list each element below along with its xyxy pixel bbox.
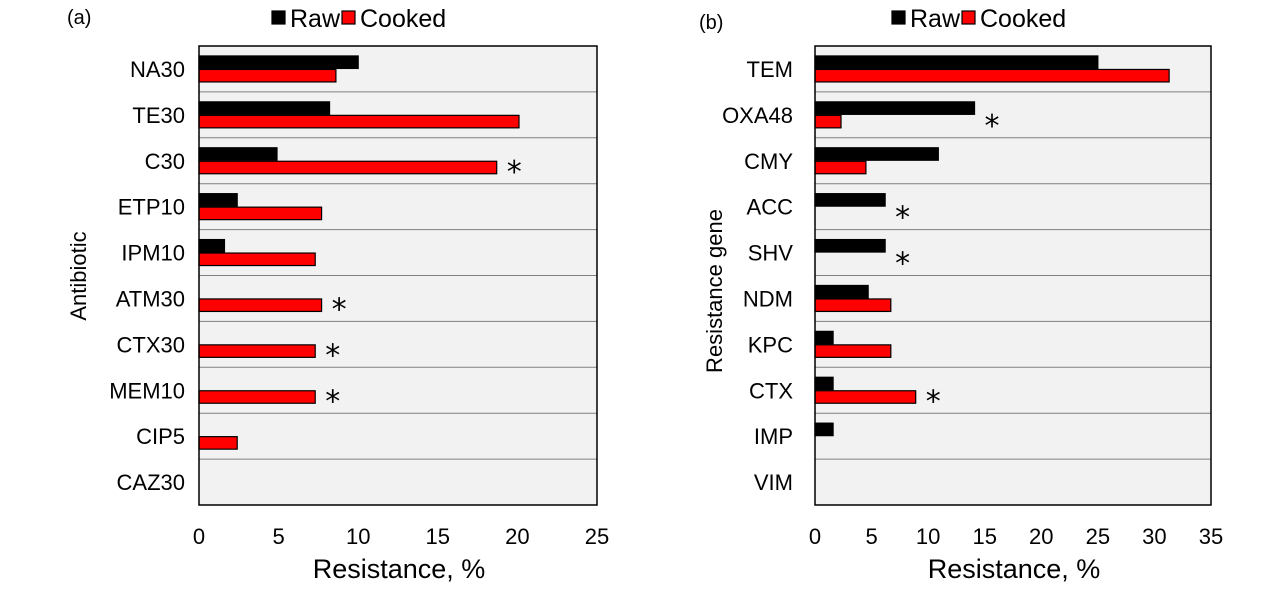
chart-a-bar-cooked-cip5 (198, 436, 238, 450)
chart-b-category-label-ndm: NDM (743, 286, 793, 311)
chart-b-significance-star-shv: * (895, 247, 910, 282)
chart-b-x-tick-label: 20 (1029, 524, 1053, 549)
chart-a-bar-raw-etp10 (198, 193, 238, 207)
chart-b-category-label-tem: TEM (747, 57, 793, 82)
chart-a-bar-cooked-c30 (198, 160, 498, 175)
chart-a-legend-swatch-raw (271, 10, 286, 25)
chart-b-category-label-shv: SHV (748, 241, 794, 266)
chart-b-legend-label-cooked: Cooked (980, 5, 1066, 33)
chart-b-significance-star-ctx: * (926, 384, 941, 419)
chart-b-bar-raw-imp (814, 422, 834, 437)
chart-b-significance-star-oxa48: * (985, 109, 1000, 144)
chart-a-category-label-ctx30: CTX30 (117, 332, 185, 357)
chart-b-bar-raw-kpc (814, 330, 834, 345)
chart-a-panel-label: (a) (67, 7, 91, 29)
chart-a-x-tick-label: 10 (346, 524, 370, 549)
chart-a-significance-star-mem10: * (325, 384, 340, 419)
chart-a-x-tick-label: 5 (272, 524, 284, 549)
chart-b-x-axis-title: Resistance, % (928, 554, 1101, 584)
chart-a-significance-star-c30: * (507, 155, 522, 190)
chart-a-category-label-atm30: ATM30 (116, 286, 185, 311)
chart-a-significance-star-atm30: * (332, 292, 347, 327)
chart-b-x-tick-label: 0 (809, 524, 821, 549)
chart-b-x-tick-label: 30 (1142, 524, 1166, 549)
chart-b-bar-raw-tem (814, 55, 1099, 70)
chart-b-x-tick-label: 5 (865, 524, 877, 549)
chart-a-category-label-mem10: MEM10 (109, 378, 185, 403)
chart-b-category-label-acc: ACC (747, 195, 794, 220)
chart-b-panel-label: (b) (699, 12, 723, 34)
chart-b-category-label-kpc: KPC (748, 332, 793, 357)
chart-a-bar-cooked-na30 (198, 68, 337, 83)
chart-a-category-label-cip5: CIP5 (136, 424, 185, 449)
chart-a-bar-raw-ipm10 (198, 238, 226, 253)
chart-b-x-tick-label: 10 (916, 524, 940, 549)
chart-b-bar-raw-ctx (814, 376, 834, 391)
chart-b-bar-raw-acc (814, 193, 886, 207)
chart-b-x-tick-label: 25 (1086, 524, 1110, 549)
chart-a-bar-cooked-te30 (198, 114, 520, 129)
chart-a-legend-label-raw: Raw (290, 5, 341, 33)
chart-b-bar-raw-cmy (814, 147, 939, 161)
chart-a-category-label-te30: TE30 (132, 103, 185, 128)
chart-a-bar-cooked-atm30 (198, 298, 323, 313)
chart-a-bar-raw-te30 (198, 101, 331, 115)
chart-b-bar-cooked-tem (814, 68, 1170, 83)
chart-a-category-label-caz30: CAZ30 (117, 470, 185, 495)
chart-b-significance-star-acc: * (895, 201, 910, 236)
chart-b-legend-swatch-raw (891, 10, 906, 25)
chart-b-category-label-ctx: CTX (749, 378, 793, 403)
chart-a-plot-border (198, 45, 598, 506)
chart-b-bar-raw-shv (814, 238, 886, 253)
chart-b-category-label-oxa48: OXA48 (722, 103, 793, 128)
chart-a-category-label-c30: C30 (145, 149, 185, 174)
chart-a-category-label-na30: NA30 (130, 57, 185, 82)
chart-b-legend: Raw Cooked (891, 5, 1066, 33)
chart-b-bar-cooked-kpc (814, 344, 892, 358)
chart-a-x-tick-label: 0 (193, 524, 205, 549)
chart-b-plot-border (814, 45, 1212, 506)
chart-b-bar-raw-ndm (814, 284, 869, 299)
chart-b-y-axis-title: Resistance gene (702, 209, 727, 373)
chart-a-x-tick-label: 20 (505, 524, 529, 549)
chart-a-bar-raw-c30 (198, 147, 278, 161)
chart-b-bar-cooked-ctx (814, 390, 917, 404)
chart-b-x-tick-label: 15 (972, 524, 996, 549)
chart-b-category-label-imp: IMP (754, 424, 793, 449)
chart-b-x-tick-label: 35 (1199, 524, 1223, 549)
chart-a-category-label-ipm10: IPM10 (121, 241, 185, 266)
chart-a-x-tick-label: 15 (426, 524, 450, 549)
chart-b-legend-label-raw: Raw (910, 5, 961, 33)
chart-a-legend: Raw Cooked (271, 5, 446, 33)
chart-b: TEM OXA48 CMY ACC SHV NDM KPC CTX IMP VIM * * * * 0 5 10… (699, 5, 1223, 584)
chart-a-bar-cooked-etp10 (198, 206, 323, 221)
chart-b-bar-cooked-oxa48 (814, 114, 842, 129)
chart-a-legend-label-cooked: Cooked (360, 5, 446, 33)
chart-b-bar-raw-oxa48 (814, 101, 976, 115)
chart-a-bar-cooked-ipm10 (198, 252, 316, 267)
chart-a-bar-raw-na30 (198, 55, 359, 70)
chart-a: NA30 TE30 C30 ETP10 IPM10 ATM30 CTX30 MEM10 CIP5… (66, 5, 609, 584)
chart-b-bar-cooked-ndm (814, 298, 892, 313)
chart-a-y-axis-title: Antibiotic (66, 231, 91, 320)
chart-a-significance-star-ctx30: * (325, 338, 340, 373)
chart-a-x-axis-title: Resistance, % (313, 554, 486, 584)
chart-b-legend-swatch-cooked (961, 10, 976, 25)
chart-a-bar-cooked-ctx30 (198, 344, 316, 358)
chart-a-category-label-etp10: ETP10 (118, 195, 185, 220)
chart-a-legend-swatch-cooked (341, 10, 356, 25)
chart-b-bar-cooked-cmy (814, 160, 867, 175)
chart-b-category-label-cmy: CMY (744, 149, 793, 174)
chart-a-bar-cooked-mem10 (198, 390, 316, 404)
chart-a-x-tick-label: 25 (585, 524, 609, 549)
chart-b-category-label-vim: VIM (754, 470, 793, 495)
